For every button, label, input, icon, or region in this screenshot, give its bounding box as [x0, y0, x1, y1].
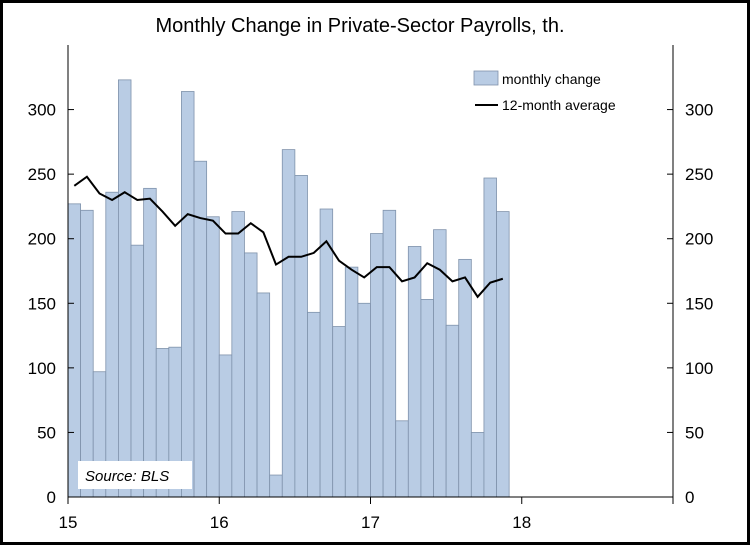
bar-Aug-17 [458, 258, 472, 498]
bar-Jul-15 [143, 187, 157, 498]
bar-Dec-15 [206, 216, 220, 498]
right-tick-label-200: 200 [685, 230, 713, 249]
source-box [78, 461, 192, 489]
bar-May-16 [269, 474, 283, 498]
bar-Oct-17 [483, 177, 497, 498]
bar-Nov-16 [344, 266, 359, 498]
bar-Oct-15 [181, 91, 195, 498]
bar-Feb-16 [231, 211, 245, 498]
bar-Mar-16 [244, 252, 258, 498]
bar-Jan-16 [218, 354, 233, 498]
bars-group [67, 79, 510, 498]
bar-Oct-16 [332, 326, 346, 498]
left-tick-label-200: 200 [28, 230, 56, 249]
legend-label-12-month-average: 12-month average [502, 97, 616, 113]
bar-Jan-17 [370, 233, 384, 498]
bar-Apr-17 [407, 246, 422, 498]
right-tick-label-50: 50 [685, 423, 704, 442]
bar-Sep-16 [319, 208, 334, 498]
legend-box [455, 60, 633, 118]
x-tick-label-17: 17 [361, 513, 380, 532]
legend-swatch-monthly-change [473, 70, 499, 86]
bar-Jul-17 [445, 324, 460, 498]
right-tick-label-250: 250 [685, 165, 713, 184]
left-tick-label-0: 0 [47, 488, 56, 507]
source-annotation: Source: BLS [78, 461, 192, 489]
right-y-axis-ticks: 0 50 100 150 200 250 300 [667, 101, 713, 507]
right-tick-label-0: 0 [685, 488, 694, 507]
bar-Mar-17 [395, 420, 409, 498]
source-label: Source: BLS [85, 468, 169, 485]
bar-Jul-16 [294, 175, 308, 498]
bar-Apr-15 [105, 191, 119, 498]
bar-Jan-15 [67, 203, 82, 498]
right-tick-label-100: 100 [685, 359, 713, 378]
bar-Jun-16 [281, 149, 296, 498]
x-axis-ticks: 15 16 17 18 [59, 497, 674, 532]
left-tick-label-150: 150 [28, 294, 56, 313]
x-tick-label-15: 15 [59, 513, 78, 532]
bar-Sep-17 [470, 432, 485, 498]
left-tick-label-50: 50 [37, 423, 56, 442]
bar-Feb-15 [80, 209, 94, 498]
right-tick-label-300: 300 [685, 101, 713, 120]
left-y-axis-ticks: 0 50 100 150 200 250 300 [28, 101, 74, 507]
bar-Apr-16 [256, 292, 271, 498]
x-tick-label-18: 18 [512, 513, 531, 532]
legend: monthly change 12-month average [455, 60, 633, 118]
left-tick-label-250: 250 [28, 165, 56, 184]
legend-label-monthly-change: monthly change [502, 71, 601, 87]
chart-title: Monthly Change in Private-Sector Payroll… [155, 15, 564, 37]
bar-Aug-16 [307, 311, 321, 498]
bar-Feb-17 [382, 209, 397, 498]
bar-Nov-17 [496, 211, 510, 498]
average-line-group [73, 175, 504, 299]
series-line-12-month-average [73, 175, 504, 299]
bar-May-15 [118, 79, 132, 498]
x-tick-label-16: 16 [210, 513, 229, 532]
left-tick-label-300: 300 [28, 101, 56, 120]
bar-Dec-16 [357, 302, 371, 498]
left-tick-label-100: 100 [28, 359, 56, 378]
bar-Jun-15 [130, 244, 145, 498]
right-tick-label-150: 150 [685, 294, 713, 313]
bar-May-17 [420, 299, 434, 498]
bar-Nov-15 [193, 160, 208, 498]
